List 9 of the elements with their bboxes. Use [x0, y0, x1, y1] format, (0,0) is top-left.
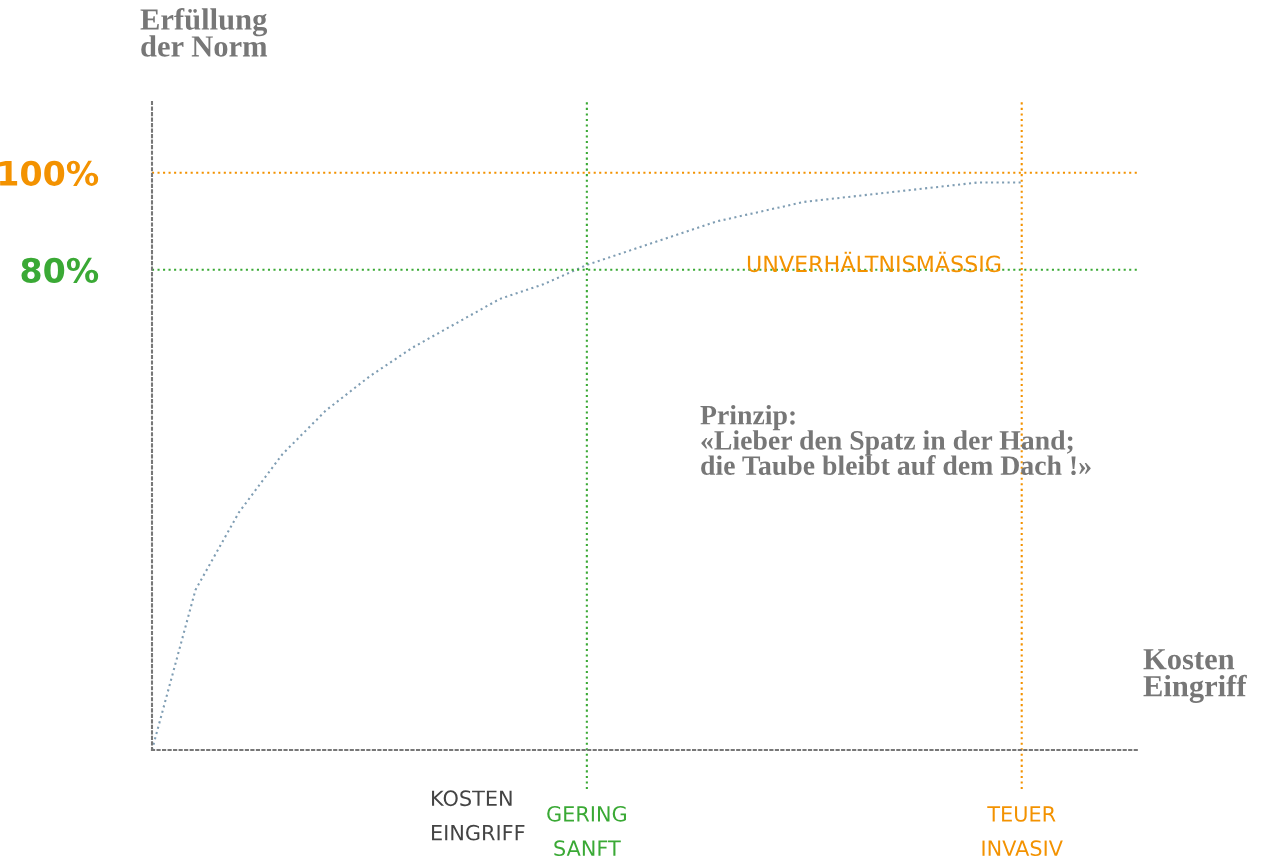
annotation: Prinzip: «Lieber den Spatz in der Hand; die Taube bleibt auf dem Dach !»: [700, 405, 1091, 476]
y-tick-label: 80%: [21, 257, 99, 283]
x-axis-title: Kosten Eingriff: [1143, 649, 1247, 703]
x-tick-label: GERING SANFT: [547, 805, 626, 857]
x-tick-label: TEUER INVASIV: [982, 806, 1063, 857]
y-axis-title: Erfüllung der Norm: [140, 8, 268, 57]
text: KOSTEN EINGRIFF: [432, 790, 525, 841]
y-tick-label: 100%: [0, 160, 99, 186]
annotation: UNVERHÄLTNISMÄSSIG: [747, 251, 1001, 273]
